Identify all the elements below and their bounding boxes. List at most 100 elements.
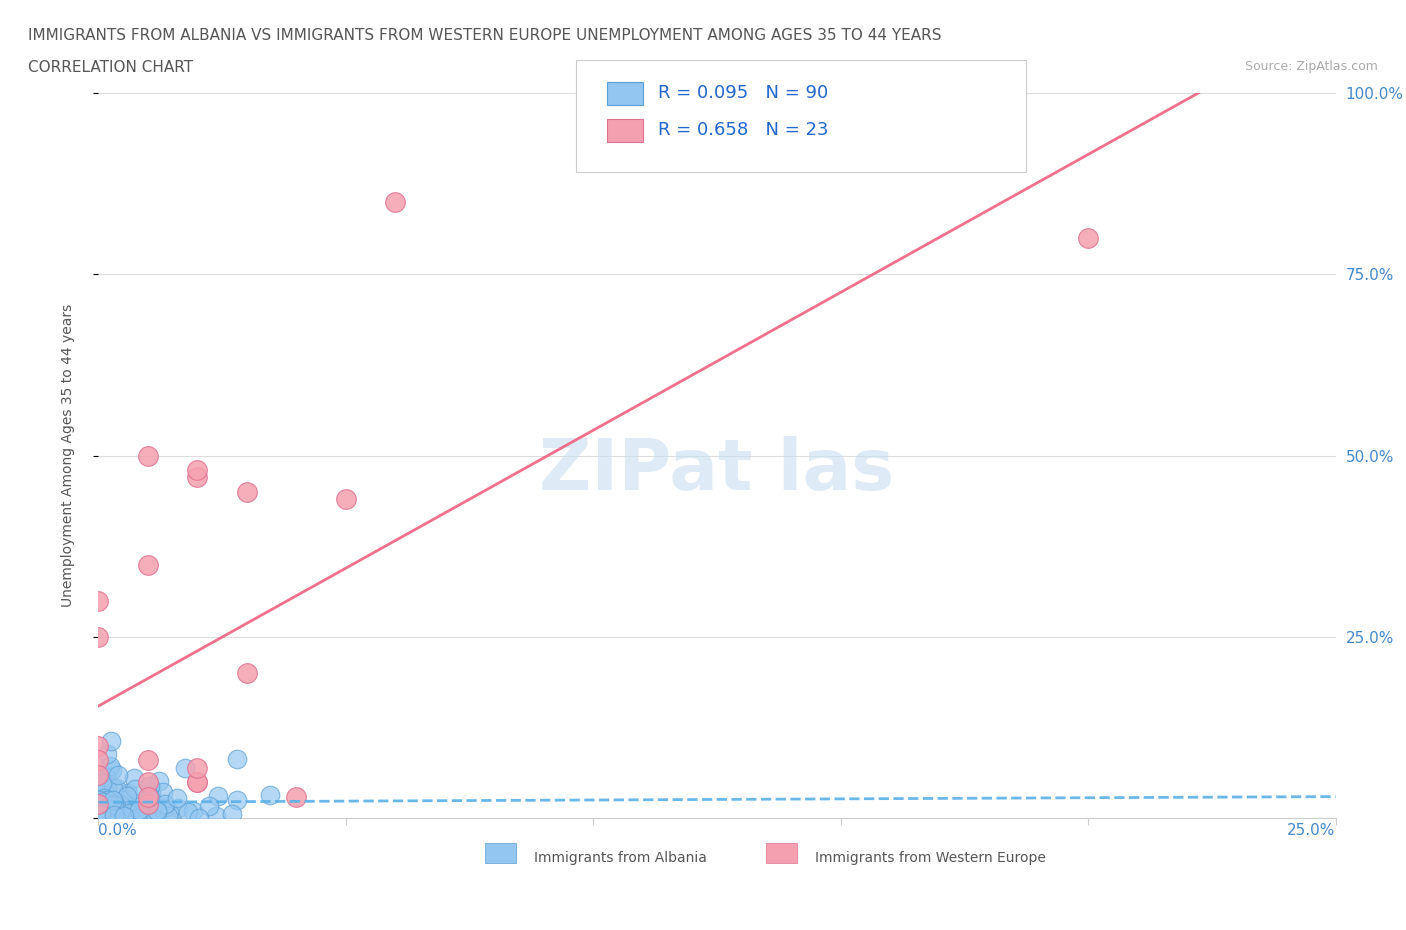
- Point: [90, 798, 112, 813]
- Point: [90, 804, 112, 819]
- Point: [124, 781, 146, 796]
- Text: Immigrants from Western Europe: Immigrants from Western Europe: [815, 851, 1046, 865]
- Point: [89, 797, 111, 812]
- Point: [96, 792, 118, 807]
- Point: [139, 778, 162, 793]
- Point: [152, 785, 174, 800]
- Point: [96, 805, 118, 820]
- Point: [93, 801, 115, 816]
- Point: [103, 798, 125, 813]
- Point: [89, 810, 111, 825]
- Point: [96, 746, 118, 761]
- Point: [186, 775, 208, 790]
- Point: [110, 806, 132, 821]
- Text: 25.0%: 25.0%: [1288, 823, 1336, 838]
- Point: [186, 760, 208, 775]
- Point: [96, 781, 118, 796]
- Point: [110, 798, 132, 813]
- Point: [122, 770, 145, 785]
- Point: [107, 767, 129, 782]
- Point: [166, 790, 188, 805]
- Point: [207, 789, 229, 804]
- Point: [117, 786, 139, 801]
- Text: Immigrants from Albania: Immigrants from Albania: [534, 851, 707, 865]
- Point: [125, 804, 148, 819]
- Point: [125, 811, 148, 826]
- Point: [117, 789, 139, 804]
- Point: [112, 808, 135, 823]
- Point: [136, 790, 159, 804]
- Point: [96, 768, 118, 783]
- Point: [128, 802, 150, 817]
- Point: [225, 751, 247, 766]
- Text: ZIPat las: ZIPat las: [540, 436, 894, 505]
- Point: [136, 809, 159, 824]
- Point: [103, 805, 125, 820]
- Point: [186, 463, 208, 478]
- Point: [221, 806, 243, 821]
- Point: [124, 810, 146, 825]
- Point: [167, 801, 190, 816]
- Point: [236, 666, 259, 681]
- Point: [118, 806, 141, 821]
- Point: [96, 798, 118, 813]
- Point: [100, 806, 122, 821]
- Text: IMMIGRANTS FROM ALBANIA VS IMMIGRANTS FROM WESTERN EUROPE UNEMPLOYMENT AMONG AGE: IMMIGRANTS FROM ALBANIA VS IMMIGRANTS FR…: [28, 28, 942, 43]
- Point: [146, 804, 169, 818]
- Text: R = 0.658   N = 23: R = 0.658 N = 23: [658, 121, 828, 140]
- Point: [136, 557, 159, 572]
- Text: CORRELATION CHART: CORRELATION CHART: [28, 60, 193, 75]
- Point: [176, 804, 198, 819]
- Point: [124, 804, 146, 819]
- Point: [98, 759, 121, 774]
- Point: [136, 809, 159, 824]
- Point: [89, 810, 111, 825]
- Point: [132, 811, 155, 826]
- Point: [105, 810, 128, 825]
- Point: [183, 804, 205, 818]
- Point: [124, 796, 146, 811]
- Point: [87, 796, 110, 811]
- Point: [115, 807, 138, 822]
- Point: [188, 810, 211, 825]
- Point: [89, 809, 111, 824]
- Point: [259, 788, 281, 803]
- Point: [173, 761, 195, 776]
- Y-axis label: Unemployment Among Ages 35 to 44 years: Unemployment Among Ages 35 to 44 years: [60, 304, 75, 607]
- Point: [236, 485, 259, 499]
- Point: [148, 774, 170, 789]
- Point: [114, 806, 136, 821]
- Point: [91, 794, 114, 809]
- Point: [94, 784, 117, 799]
- Point: [226, 792, 249, 807]
- Point: [101, 763, 124, 777]
- Point: [100, 734, 122, 749]
- Point: [87, 630, 110, 644]
- Point: [131, 804, 153, 818]
- Point: [105, 781, 128, 796]
- Point: [136, 448, 159, 463]
- Point: [118, 803, 141, 817]
- Text: Source: ZipAtlas.com: Source: ZipAtlas.com: [1244, 60, 1378, 73]
- Point: [136, 753, 159, 768]
- Point: [136, 775, 159, 790]
- Point: [103, 807, 125, 822]
- Point: [103, 798, 125, 813]
- Point: [111, 792, 134, 807]
- Point: [139, 790, 162, 804]
- Point: [91, 776, 114, 790]
- Text: R = 0.095   N = 90: R = 0.095 N = 90: [658, 84, 828, 102]
- Point: [101, 780, 124, 795]
- Point: [104, 799, 127, 814]
- Point: [157, 804, 180, 819]
- Point: [146, 805, 169, 820]
- Point: [87, 767, 110, 782]
- Point: [93, 808, 115, 823]
- Point: [93, 790, 115, 805]
- Point: [1077, 231, 1099, 246]
- Point: [97, 798, 120, 813]
- Point: [90, 806, 112, 821]
- Point: [205, 809, 228, 824]
- Point: [157, 808, 180, 823]
- Point: [90, 807, 112, 822]
